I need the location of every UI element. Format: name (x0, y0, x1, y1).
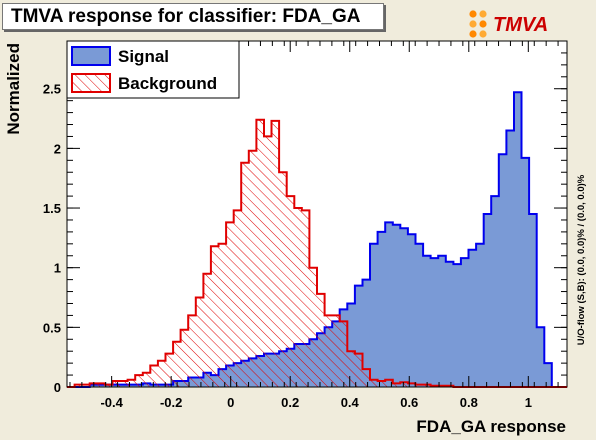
tmva-logo: TMVA (469, 10, 548, 38)
x-tick-label: 1 (525, 395, 532, 410)
legend-background-label: Background (118, 74, 217, 93)
tmva-logo-text: TMVA (493, 14, 548, 36)
x-tick-label: 0 (227, 395, 234, 410)
x-tick-label: 0.4 (341, 395, 360, 410)
x-tick-label: 0.2 (281, 395, 299, 410)
legend-signal-label: Signal (118, 47, 169, 66)
series-layer (67, 91, 567, 388)
x-tick-label: -0.2 (160, 395, 182, 410)
legend-background-swatch (71, 73, 111, 93)
y-tick-label: 0 (54, 380, 61, 395)
x-tick-label: 0.6 (400, 395, 418, 410)
legend-signal-swatch (71, 46, 111, 66)
y-tick-label: 1.5 (43, 201, 61, 216)
x-axis-title: FDA_GA response (416, 417, 566, 436)
y-tick-label: 1 (54, 261, 61, 276)
x-tick-label: -0.4 (100, 395, 123, 410)
background-histogram (67, 118, 567, 388)
chart-title: TMVA response for classifier: FDA_GA (2, 3, 384, 30)
overflow-note: U/O-flow (S,B): (0.0, 0.0)% / (0.0, 0.0)… (576, 174, 587, 345)
y-tick-label: 0.5 (43, 320, 61, 335)
y-tick-label: 2.5 (43, 82, 61, 97)
legend: Signal Background (66, 40, 240, 99)
tmva-logo-icon (469, 10, 487, 38)
y-tick-label: 2 (54, 141, 61, 156)
y-axis-title: Normalized (4, 43, 23, 135)
x-tick-label: 0.8 (460, 395, 478, 410)
